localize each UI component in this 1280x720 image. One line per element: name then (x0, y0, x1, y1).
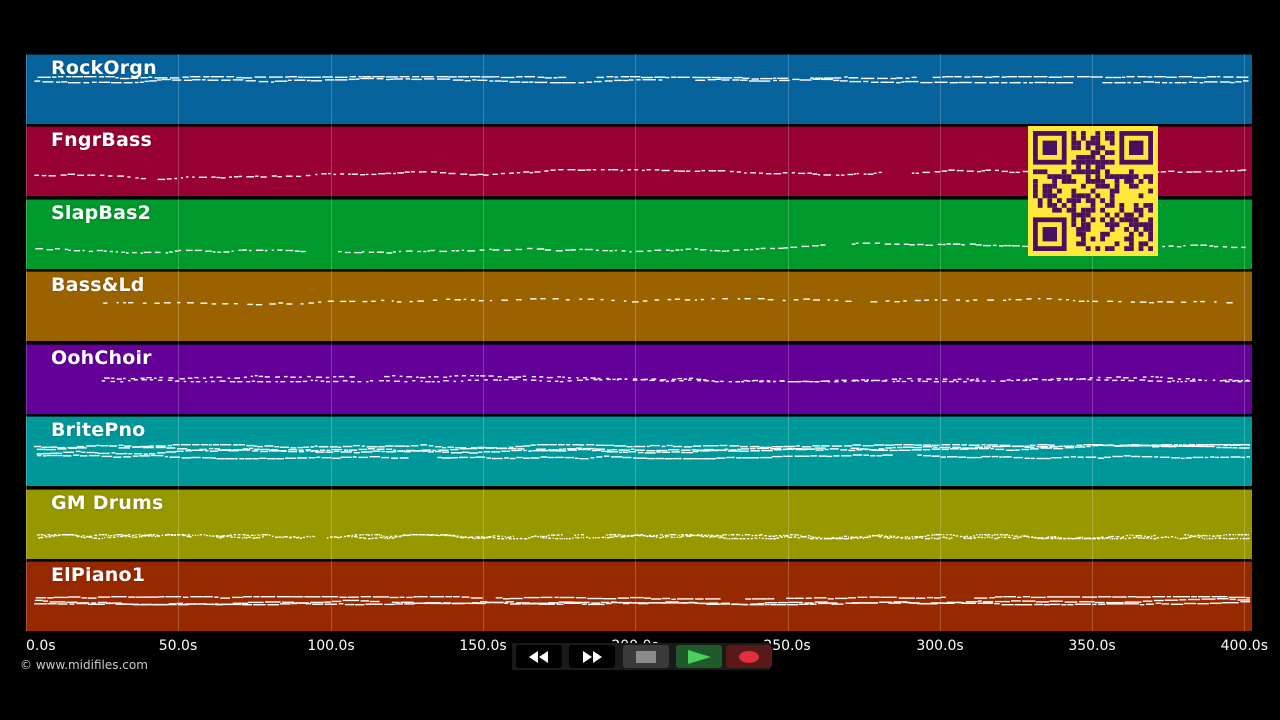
track-lane: RockOrgn (26, 54, 1252, 124)
play-icon (688, 649, 711, 664)
track-lane: ElPiano1 (26, 561, 1252, 631)
note-roll (36, 534, 1250, 540)
tick-label: 250.0s (763, 638, 811, 654)
track-name: OohChoir (51, 347, 152, 369)
track-lane: Bass&Ld (26, 271, 1252, 341)
stop-button[interactable] (623, 645, 669, 668)
tick-label: 100.0s (307, 638, 355, 654)
rewind-button[interactable] (516, 645, 562, 668)
qr-code-image (1033, 131, 1153, 251)
note-roll (35, 242, 1246, 254)
track-name: GM Drums (51, 492, 164, 514)
track-name: Bass&Ld (51, 274, 145, 296)
qr-code (1028, 126, 1158, 256)
stop-icon (636, 650, 656, 663)
tick-label: 0.0s (26, 638, 56, 654)
transport-controls (512, 643, 772, 670)
track-name: ElPiano1 (51, 564, 146, 586)
track-lane: GM Drums (26, 489, 1252, 559)
track-name: BritePno (51, 419, 146, 441)
track-name: FngrBass (51, 129, 152, 151)
copyright-text: © www.midifiles.com (20, 658, 148, 672)
tick-label: 150.0s (459, 638, 507, 654)
track-lane: BritePno (26, 416, 1252, 486)
note-roll (101, 375, 1250, 383)
tick-label: 350.0s (1068, 638, 1116, 654)
rewind-icon (529, 650, 548, 663)
tick-label: 50.0s (158, 638, 198, 654)
track-name: SlapBas2 (51, 202, 152, 224)
tick-label: 300.0s (916, 638, 964, 654)
note-roll (34, 169, 1247, 181)
note-roll (103, 298, 1233, 306)
fast-forward-button[interactable] (569, 645, 615, 668)
tick-label: 400.0s (1220, 638, 1268, 654)
note-roll (34, 76, 1249, 84)
record-button[interactable] (726, 645, 772, 668)
note-roll (34, 596, 1250, 606)
play-button[interactable] (676, 645, 722, 668)
note-roll (34, 444, 1250, 460)
fast-forward-icon (583, 650, 602, 663)
track-name: RockOrgn (51, 57, 157, 79)
record-icon (739, 650, 759, 663)
track-lane: OohChoir (26, 344, 1252, 414)
